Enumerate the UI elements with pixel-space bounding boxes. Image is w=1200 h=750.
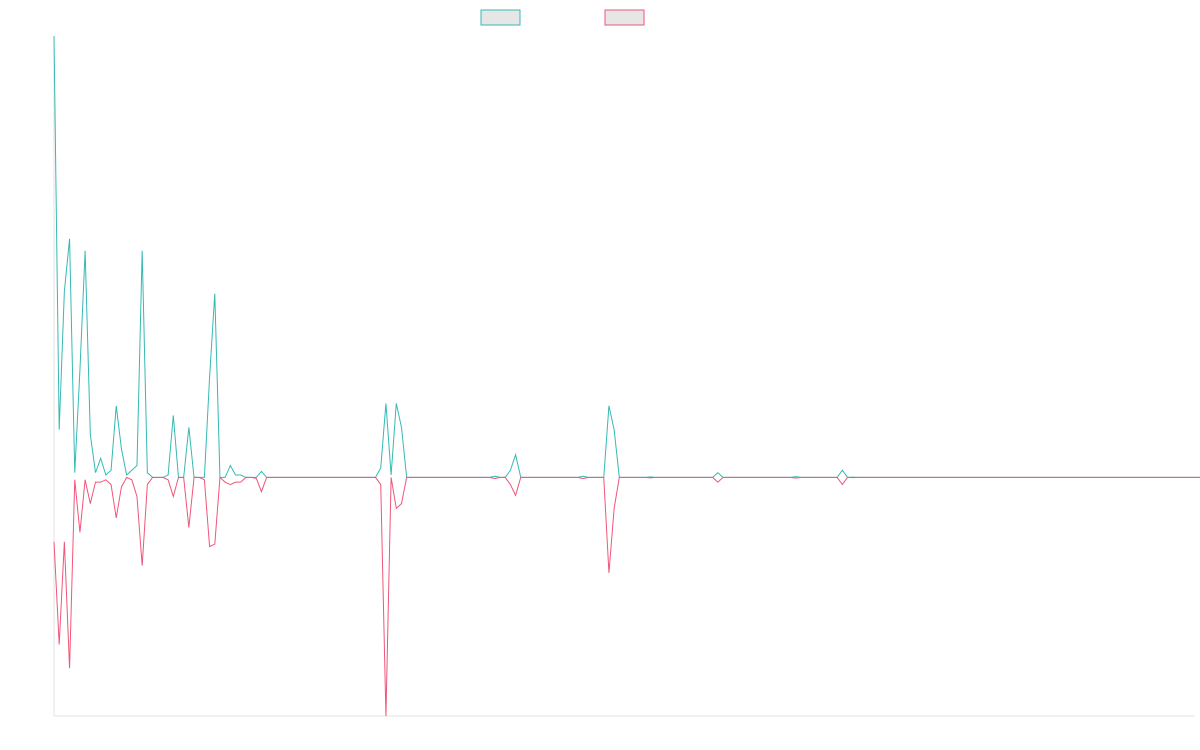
series-group [53,35,1200,717]
legend-swatch-1 [480,9,521,26]
series-line-2 [53,476,1200,717]
legend [480,9,645,26]
legend-swatch-2 [604,9,645,26]
axes [53,36,1195,717]
series-line-1 [53,35,1200,478]
